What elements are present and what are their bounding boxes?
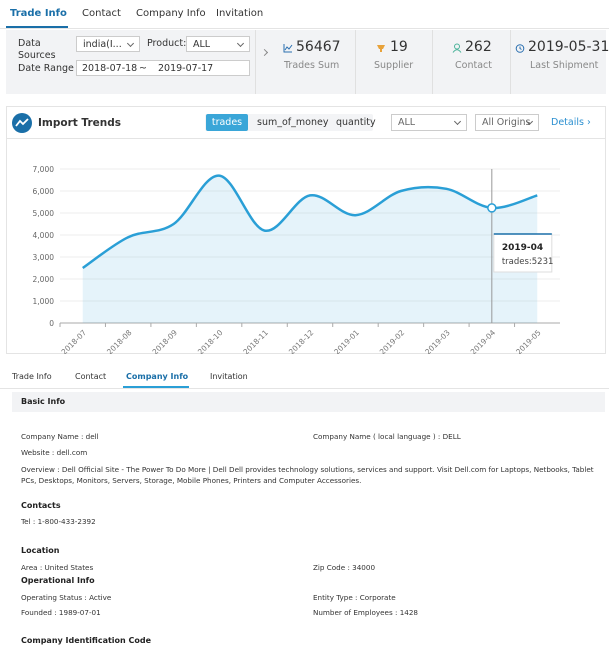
tab[interactable]: Contact [75,372,107,381]
y-tick-label: 3,000 [33,253,55,262]
y-tick-label: 1,000 [33,297,55,306]
section-header [12,392,605,412]
select[interactable]: All Origins [475,114,539,131]
stat-label: Supplier [374,60,414,71]
stat-value: 262 [465,39,492,55]
tooltip-text: trades:5231 [502,257,554,267]
x-tick-label: 2018-11 [241,328,270,354]
stat-label: Last Shipment [530,60,599,71]
label: Data Sources : [18,38,56,73]
area [82,175,538,323]
line [82,174,538,270]
stat-value: 19 [390,39,408,55]
date-range[interactable] [76,60,250,76]
field: Number of Employees : 1428 [313,608,418,617]
tab[interactable]: Invitation [216,8,264,19]
tooltip-title: 2019-04 [502,243,543,253]
button[interactable]: sum_of_money [257,117,329,128]
select[interactable]: ALL [391,114,467,131]
stat-value: 56467 [296,39,341,55]
select[interactable]: india(I... [76,36,140,52]
icon [452,43,462,53]
icon [283,44,293,53]
y-tick-label: 5,000 [33,209,55,218]
x-tick-label: 2018-07 [60,328,89,354]
button[interactable]: quantity [336,117,376,128]
chart: 0 1,000 2,000 3,000 4,000 5,000 6,000 7,000 2018… [33,165,560,354]
section-title: Basic Info [21,397,66,406]
top-tab-bar [0,0,609,29]
separator: ~ [139,63,147,74]
icon [377,45,385,52]
divider [355,30,356,94]
button[interactable]: trades [206,114,248,131]
x-tick-label: 2019-01 [332,328,361,354]
field: Company Name : dell [21,432,99,441]
tab-bar [0,368,609,389]
section-title: Company Identification Code [21,636,152,645]
stat-label: Contact [455,60,492,71]
date: 2018-07-18 [82,63,138,74]
x-tick-label: 2019-03 [423,328,452,354]
field: Company Name ( local language ) : DELL [313,432,461,441]
tooltip: 2019-04 trades:5231 [493,233,554,273]
y-tick-label: 4,000 [33,231,55,240]
field: Tel : 1-800-433-2392 [21,517,96,526]
section-title: Operational Info [21,576,95,585]
stat-label: Trades Sum [284,60,340,71]
label: Date Range : [18,63,81,74]
link[interactable]: Details › [551,117,591,128]
divider [6,138,606,139]
trends-panel [6,106,606,354]
field: Website : dell.com [21,448,88,457]
stat-value: 2019-05-31 [528,39,609,55]
x-tick-label: 2018-09 [151,328,180,354]
field: Overview : Dell Official Site - The Powe… [21,465,594,485]
x-tick-label: 2019-02 [378,328,407,354]
x-tick-label: 2018-12 [287,328,316,354]
tab[interactable]: Invitation [210,372,248,381]
divider [510,30,511,94]
y-tick-label: 6,000 [33,187,55,196]
tab-underline [6,26,68,28]
field: Area : United States [21,563,94,572]
divider [255,30,256,94]
divider [432,30,433,94]
field: Entity Type : Corporate [313,593,396,602]
field: Operating Status : Active [21,593,112,602]
y-tick-label: 0 [49,319,54,328]
icon [12,113,32,133]
panel-title: Import Trends [38,117,121,129]
x-tick-label: 2019-04 [469,328,498,354]
x-tick-label: 2019-05 [514,328,543,354]
tab[interactable]: Trade Info [12,372,52,381]
section-title: Contacts [21,501,61,510]
tab[interactable]: Contact [82,8,121,19]
tab[interactable]: Company Info [136,8,206,19]
hover-point [487,203,497,213]
y-tick-label: 7,000 [33,165,55,174]
x-tick-label: 2018-08 [105,328,134,354]
y-tick-label: 2,000 [33,275,55,284]
icon [515,44,525,53]
select[interactable]: ALL [186,36,250,52]
label: Product: [147,38,187,49]
field: Zip Code : 34000 [313,563,376,572]
tab[interactable]: Company Info [126,372,189,381]
date: 2019-07-17 [158,63,214,74]
tab[interactable]: Trade Info [10,8,67,19]
field: Founded : 1989-07-01 [21,608,101,617]
tab-underline [123,386,189,388]
section-title: Location [21,546,60,555]
link-text[interactable]: Details [551,117,584,128]
x-tick-label: 2018-10 [196,328,225,354]
